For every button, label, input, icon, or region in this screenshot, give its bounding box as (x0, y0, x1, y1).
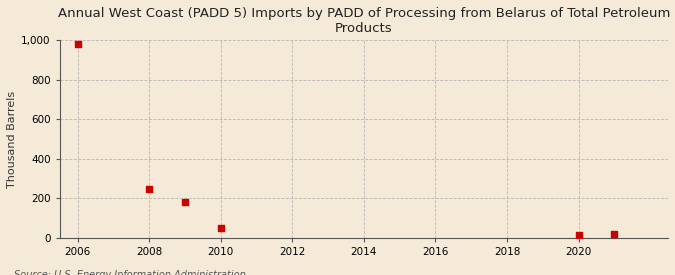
Point (573, 233, 584, 237)
Title: Annual West Coast (PADD 5) Imports by PADD of Processing from Belarus of Total P: Annual West Coast (PADD 5) Imports by PA… (57, 7, 670, 35)
Point (72, 42, 83, 46)
Y-axis label: Thousand Barrels: Thousand Barrels (7, 90, 17, 188)
Point (144, 187, 155, 192)
Point (609, 232, 620, 236)
Point (180, 199, 190, 204)
Point (215, 226, 226, 230)
Text: Source: U.S. Energy Information Administration: Source: U.S. Energy Information Administ… (14, 271, 245, 275)
